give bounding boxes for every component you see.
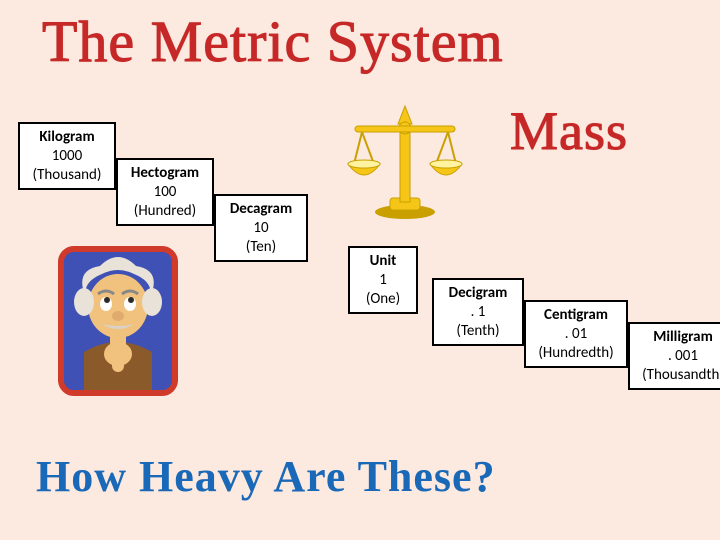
unit-box-kilogram: Kilogram1000(Thousand) bbox=[18, 122, 116, 190]
unit-word: (Thousandth) bbox=[636, 366, 720, 385]
unit-word: (Ten) bbox=[222, 238, 300, 257]
unit-value: 1 bbox=[356, 271, 410, 290]
unit-box-hectogram: Hectogram100(Hundred) bbox=[116, 158, 214, 226]
unit-name: Decigram bbox=[440, 284, 516, 303]
unit-name: Kilogram bbox=[26, 128, 108, 147]
unit-box-decigram: Decigram. 1(Tenth) bbox=[432, 278, 524, 346]
unit-box-unit: Unit1(One) bbox=[348, 246, 418, 314]
unit-word: (Hundredth) bbox=[532, 344, 620, 363]
thinking-character-card bbox=[58, 246, 178, 396]
unit-value: . 1 bbox=[440, 303, 516, 322]
subtitle-mass: Mass bbox=[510, 100, 628, 162]
unit-name: Decagram bbox=[222, 200, 300, 219]
unit-name: Centigram bbox=[532, 306, 620, 325]
unit-word: (Thousand) bbox=[26, 166, 108, 185]
unit-name: Milligram bbox=[636, 328, 720, 347]
unit-box-decagram: Decagram10(Ten) bbox=[214, 194, 308, 262]
unit-value: . 001 bbox=[636, 347, 720, 366]
page-title: The Metric System bbox=[42, 8, 504, 75]
balance-scale-icon bbox=[340, 100, 470, 220]
unit-box-centigram: Centigram. 01(Hundredth) bbox=[524, 300, 628, 368]
unit-word: (One) bbox=[356, 290, 410, 309]
unit-value: 100 bbox=[124, 183, 206, 202]
unit-value: 10 bbox=[222, 219, 300, 238]
footer-question: How Heavy Are These? bbox=[36, 451, 496, 502]
unit-value: . 01 bbox=[532, 325, 620, 344]
unit-word: (Tenth) bbox=[440, 322, 516, 341]
unit-name: Unit bbox=[356, 252, 410, 271]
unit-word: (Hundred) bbox=[124, 202, 206, 221]
unit-box-milligram: Milligram. 001(Thousandth) bbox=[628, 322, 720, 390]
unit-name: Hectogram bbox=[124, 164, 206, 183]
unit-value: 1000 bbox=[26, 147, 108, 166]
